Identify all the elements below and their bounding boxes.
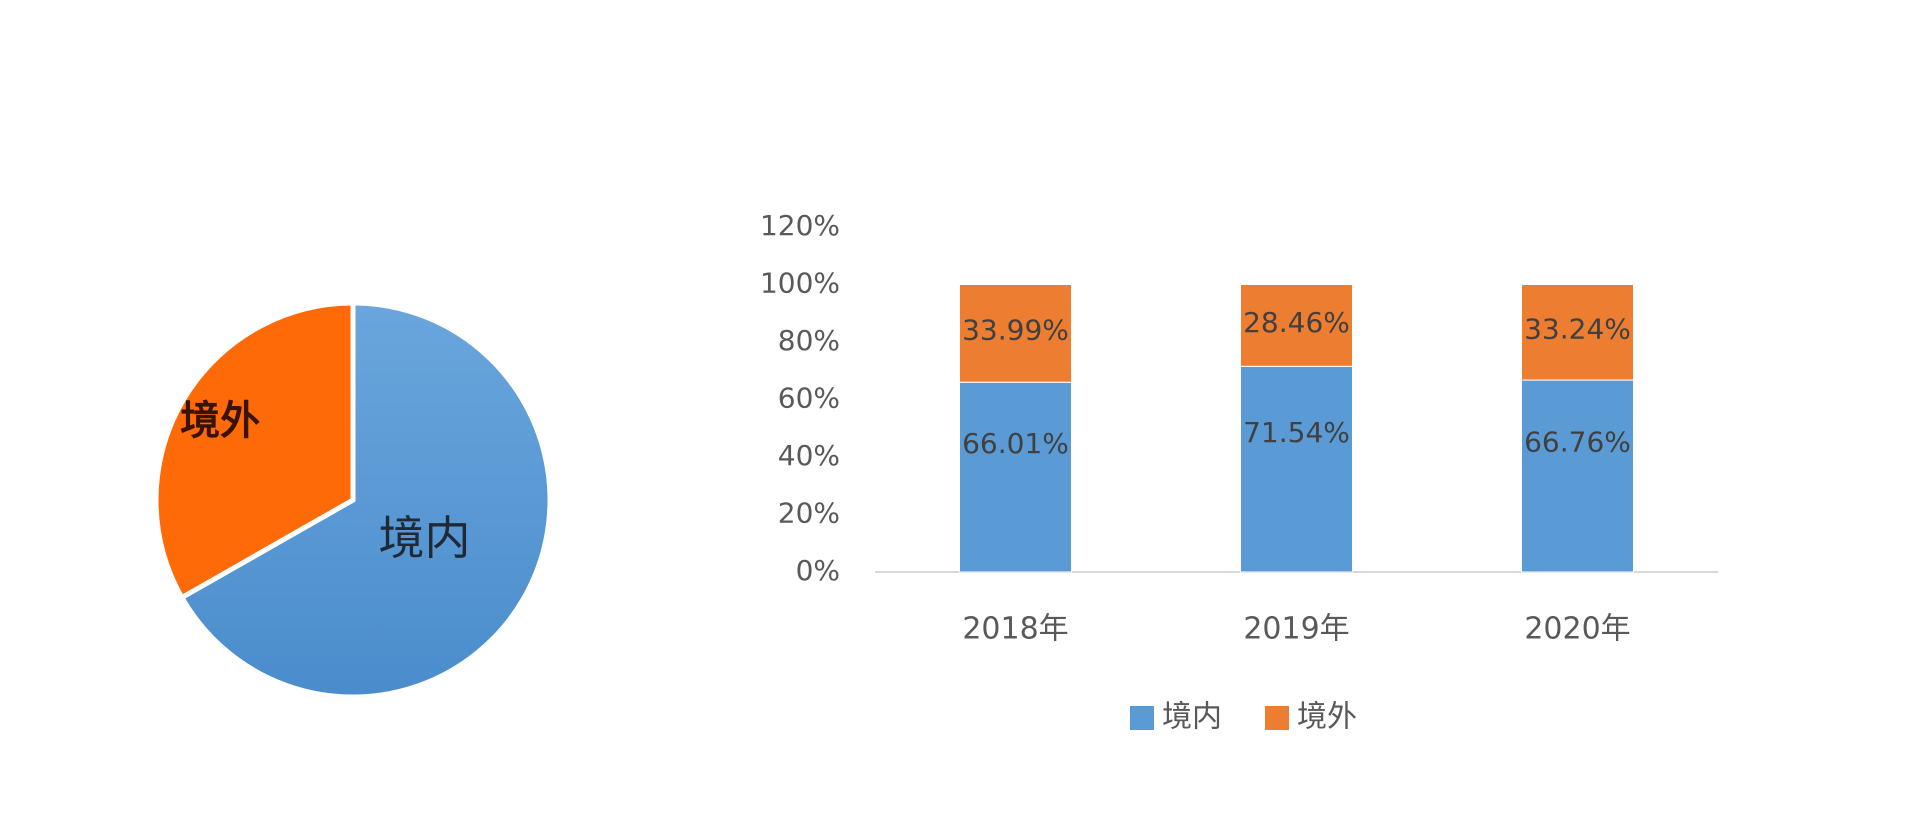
pie-label-domestic: 境内	[379, 511, 471, 565]
data-label: 28.46%	[1243, 306, 1350, 339]
y-tick-label: 80%	[778, 324, 840, 357]
data-label: 33.99%	[962, 313, 1069, 346]
x-tick-label: 2019年	[1243, 612, 1349, 647]
data-label: 71.54%	[1243, 416, 1350, 449]
bar-segment-overseas	[959, 284, 1072, 383]
x-tick-label: 2020年	[1524, 612, 1630, 647]
y-tick-label: 60%	[778, 382, 840, 415]
x-tick-label: 2018年	[962, 612, 1068, 647]
pie-chart: 境内 境外	[153, 300, 553, 700]
legend-swatch-domestic	[1130, 706, 1154, 730]
bar-segment-domestic	[1240, 365, 1353, 573]
legend-label-domestic: 境内	[1162, 700, 1222, 735]
stacked-bar-chart: 0% 20% 40% 60% 80% 100% 120% 66.01% 33.99% 71.54…	[760, 209, 1718, 735]
pie-label-overseas: 境外	[180, 398, 260, 444]
y-tick-label: 40%	[778, 439, 840, 472]
pie-slice-domestic	[178, 300, 553, 700]
y-tick-label: 120%	[760, 209, 840, 242]
legend-label-overseas: 境外	[1297, 700, 1357, 735]
bar-segment-domestic	[959, 381, 1072, 573]
pie-slice-overseas	[153, 300, 356, 601]
bar-segment-domestic	[1521, 379, 1634, 573]
data-label: 33.24%	[1524, 312, 1631, 345]
legend-swatch-overseas	[1265, 706, 1289, 730]
y-tick-label: 20%	[778, 497, 840, 530]
y-tick-label: 0%	[796, 554, 840, 587]
bar-segment-overseas	[1521, 284, 1634, 381]
y-tick-label: 100%	[760, 267, 840, 300]
data-label: 66.01%	[962, 427, 1069, 460]
bar-segment-overseas	[1240, 284, 1353, 367]
data-label: 66.76%	[1524, 425, 1631, 458]
